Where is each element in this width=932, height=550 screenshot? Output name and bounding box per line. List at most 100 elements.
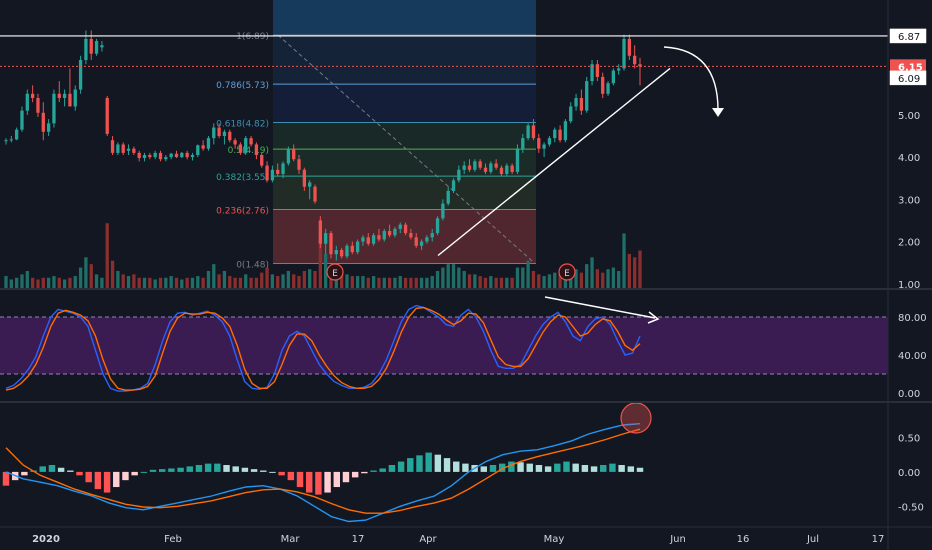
volume-bar [499, 277, 504, 288]
macd-histogram-bar [342, 471, 350, 483]
volume-bar [403, 277, 408, 288]
candle-body [638, 64, 642, 67]
volume-bar [547, 274, 552, 288]
candle-body [100, 45, 104, 48]
candle-body [355, 241, 360, 253]
candle-body [393, 228, 397, 236]
candle-body [30, 93, 35, 98]
price-tag-label: 6.09 [898, 74, 920, 85]
candle-body [574, 98, 578, 107]
macd-histogram-bar [370, 470, 377, 472]
volume-bar [30, 277, 35, 288]
candle-body [627, 38, 631, 56]
volume-bar [611, 267, 616, 288]
volume-bar [483, 277, 488, 288]
earnings-marker[interactable]: E [558, 263, 576, 281]
candle-body [553, 129, 557, 139]
stochastic-panel[interactable]: 0.00 40.00 80.00 [0, 296, 927, 400]
candle-body [489, 163, 493, 172]
time-tick-label: Feb [164, 534, 182, 545]
macd-histogram-bar [636, 467, 644, 472]
volume-bar [169, 276, 173, 288]
macd-histogram-bar [600, 465, 607, 472]
stoch-tick-label: 0.00 [898, 389, 920, 400]
volume-bar [553, 272, 557, 288]
candle-body [505, 165, 509, 174]
fib-zone [273, 209, 536, 264]
volume-bar [318, 233, 322, 288]
candle-body [457, 169, 461, 181]
fib-zone [273, 84, 536, 123]
volume-bar [265, 267, 269, 288]
volume-bar [94, 274, 99, 288]
candle-body [617, 68, 621, 71]
macd-histogram-bar [324, 471, 331, 493]
candle-body [233, 140, 237, 145]
candle-body [446, 190, 450, 204]
macd-histogram-bar [407, 458, 414, 472]
volume-bar [126, 276, 131, 288]
stoch-k-line [5, 304, 641, 392]
macd-histogram-bar [131, 471, 138, 476]
macd-panel[interactable]: 0.50 0.00 -0.50 [2, 402, 924, 523]
macd-histogram-bar [21, 471, 28, 476]
divergence-line [544, 296, 656, 319]
macd-histogram-bar [2, 471, 10, 486]
fib-level-label: 1(6.89) [236, 32, 269, 42]
volume-bar [105, 223, 109, 288]
earnings-marker[interactable]: E [326, 263, 344, 281]
fibonacci-retracement[interactable]: 1(6.89) 0.786(5.73) 0.618(4.82) 0.5(4.19) 0.… [216, 0, 536, 271]
volume-bar [254, 277, 259, 288]
macd-histogram-bar [269, 471, 276, 473]
volume-bar [595, 269, 600, 288]
volume-bar [542, 276, 546, 288]
candle-body [238, 144, 243, 153]
stoch-band [0, 317, 888, 374]
candle-body [308, 182, 312, 187]
candle-body [579, 98, 584, 111]
price-tag-box [890, 59, 926, 74]
fib-trendline [277, 34, 536, 264]
macd-histogram-bar [48, 465, 56, 472]
macd-histogram-bar [609, 463, 616, 472]
stoch-tick-label: 80.00 [898, 313, 927, 324]
macd-histogram-bar [388, 465, 396, 472]
candle-body [270, 169, 275, 181]
volume-bar [627, 253, 631, 288]
volume-bar [153, 279, 157, 288]
macd-histogram-bar [177, 467, 184, 472]
volume-bar [606, 269, 610, 288]
candle-body [260, 155, 264, 166]
candle-body [137, 152, 141, 158]
volume-bar [414, 277, 418, 288]
earnings-circle [326, 263, 344, 281]
price-tick-label: 4.00 [898, 153, 920, 164]
macd-histogram-bar [425, 452, 432, 472]
candle-body [78, 60, 83, 90]
candle-body [569, 106, 573, 122]
candle-body [595, 64, 600, 77]
time-axis[interactable]: 2020 Feb Mar 17 Apr May Jun 16 Jul 17 [32, 534, 884, 545]
macd-histogram-bar [443, 458, 451, 472]
macd-histogram-bar [453, 461, 460, 472]
candle-body [73, 89, 77, 107]
volume-bar [222, 270, 227, 288]
volume-bar [132, 274, 136, 288]
macd-histogram-bar [241, 467, 249, 472]
macd-histogram-bar [526, 463, 533, 472]
macd-histogram-bar [57, 467, 65, 472]
macd-histogram-bar [590, 466, 598, 472]
price-tag-label: 6.15 [898, 62, 923, 73]
volume-bar [302, 270, 307, 288]
candle-body [174, 153, 179, 158]
volume-bar [467, 274, 472, 288]
macd-cross-highlight [620, 402, 652, 434]
candle-body [196, 145, 200, 155]
candle-body [89, 38, 93, 54]
candle-body [585, 81, 589, 111]
candle-body [244, 138, 248, 153]
volume-bar [137, 277, 141, 288]
